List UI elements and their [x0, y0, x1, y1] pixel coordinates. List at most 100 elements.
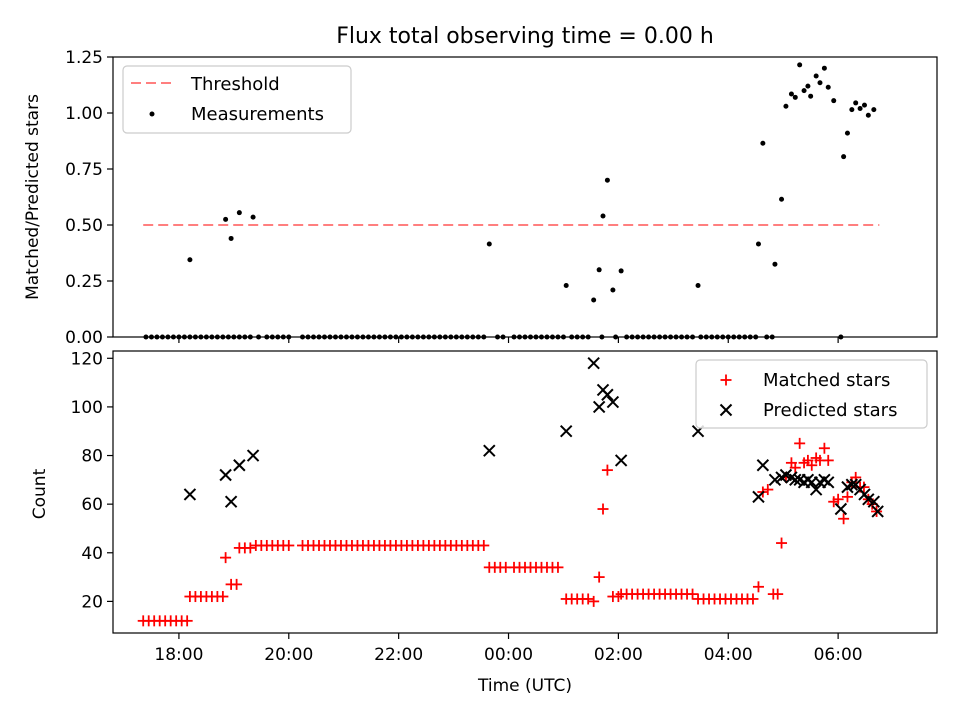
measurement-point	[604, 177, 610, 183]
ratio-x-ticks	[178, 337, 839, 343]
predicted-stars-marker	[246, 449, 260, 462]
measurement-point	[792, 94, 798, 100]
measurement-point	[600, 213, 606, 219]
count-x-tick-label: 04:00	[704, 645, 753, 665]
count-legend-box	[695, 359, 928, 429]
matched-stars-marker	[818, 442, 830, 454]
predicted-stars-marker	[183, 488, 197, 501]
predicted-stars-marker	[224, 495, 238, 508]
measurement-point	[228, 235, 234, 241]
matched-stars-marker	[794, 437, 806, 449]
measurement-point	[187, 257, 193, 263]
ratio-y-tick-label: 0.50	[65, 216, 103, 236]
predicted-stars-marker	[614, 454, 628, 467]
matched-stars-marker	[217, 591, 229, 603]
measurement-point	[563, 282, 569, 288]
ratio-y-tick-label: 1.25	[65, 48, 103, 68]
measurement-point	[618, 268, 624, 274]
measurement-point	[779, 196, 785, 202]
x-axis-label: Time (UTC)	[477, 676, 572, 696]
count-x-ticks: 18:00 20:00 22:00 00:00 02:00 04:00 06:00	[154, 633, 863, 665]
predicted-stars-marker	[834, 502, 848, 516]
matched-stars-marker	[687, 588, 699, 600]
matched-stars-marker	[752, 581, 764, 593]
predicted-stars-marker	[752, 490, 765, 504]
predicted-stars-marker	[483, 444, 496, 457]
count-x-tick-label: 18:00	[154, 645, 203, 665]
predicted-stars-marker	[867, 495, 881, 508]
threshold-legend-label: Threshold	[190, 74, 280, 95]
measurements-legend-swatch	[149, 111, 155, 117]
predicted-stars-marker	[233, 459, 246, 472]
measurements-legend-label: Measurements	[191, 104, 324, 125]
measurement-point	[695, 282, 701, 288]
predicted-stars-marker	[822, 476, 835, 489]
matched-stars-marker	[181, 615, 193, 627]
predicted-stars-marker	[559, 425, 573, 438]
matched-stars-marker	[593, 571, 605, 583]
matched-stars-marker	[832, 493, 844, 505]
matched-stars-marker	[762, 484, 774, 496]
measurement-point	[861, 102, 867, 108]
ratio-y-tick-label: 0.75	[65, 160, 103, 180]
matched-stars-marker	[220, 552, 232, 564]
predicted-stars-marker	[219, 468, 232, 482]
matched-stars-marker	[612, 591, 624, 603]
count-x-tick-label: 00:00	[484, 645, 533, 665]
matched-stars-marker	[244, 542, 256, 554]
matched-stars-marker	[772, 588, 784, 600]
ratio-y-ticks: 0.00 0.25 0.50 0.75 1.00 1.25	[65, 48, 113, 348]
count-x-tick-label: 02:00	[594, 645, 643, 665]
matched-stars-marker	[588, 595, 600, 607]
measurement-point	[857, 106, 863, 112]
predicted-stars-marker	[592, 400, 606, 414]
predicted-stars-marker	[809, 483, 823, 496]
ratio-y-tick-label: 0.00	[65, 328, 103, 348]
matched-stars-marker	[838, 513, 850, 525]
count-x-tick-label: 06:00	[814, 645, 863, 665]
measurement-point	[821, 65, 827, 71]
measurement-point	[844, 130, 850, 136]
count-legend: Matched stars Predicted stars	[695, 359, 928, 429]
measurement-point	[788, 91, 794, 97]
matched-stars-marker	[231, 578, 243, 590]
count-y-tick-label: 120	[71, 349, 103, 369]
measurement-point	[825, 84, 831, 90]
measurement-point	[865, 112, 871, 118]
ratio-plot-frame	[112, 56, 938, 338]
count-plot-frame	[112, 350, 938, 634]
measurement-point	[760, 140, 766, 146]
measurement-point	[223, 216, 229, 222]
measurement-point	[853, 100, 859, 106]
count-y-tick-label: 80	[81, 447, 103, 467]
matched-stars-marker	[858, 481, 870, 493]
measurement-point	[250, 214, 256, 220]
measurement-point	[797, 62, 803, 68]
measurement-point	[831, 98, 837, 104]
predicted-stars-marker	[606, 395, 620, 409]
ratio-y-tick-label: 1.00	[65, 104, 103, 124]
matched-stars-marker	[582, 593, 594, 605]
count-y-tick-label: 60	[81, 495, 103, 515]
ratio-y-axis-label: Matched/Predicted stars	[23, 94, 43, 300]
measurement-point	[596, 267, 602, 273]
predicted-stars-marker	[601, 388, 614, 401]
measurement-point	[805, 83, 811, 89]
matched-stars-marker	[478, 539, 490, 551]
measurement-point	[808, 93, 814, 99]
count-panel: 20 40 60 80 100 120 18:00 20:00 22:00 00:00 02:00…	[30, 349, 938, 696]
measurement-point	[841, 154, 847, 160]
matched-stars-marker	[552, 561, 564, 573]
measurement-point	[236, 210, 242, 216]
measurement-point	[486, 241, 492, 247]
count-x-tick-label: 22:00	[374, 645, 423, 665]
predicted-legend-swatch	[719, 403, 733, 417]
measurement-point	[849, 107, 855, 113]
count-x-tick-label: 20:00	[264, 645, 313, 665]
measurement-point	[755, 241, 761, 247]
ratio-panel: 0.00 0.25 0.50 0.75 1.00 1.25 Matched/Predict…	[23, 48, 938, 348]
ratio-legend: Threshold Measurements	[122, 65, 352, 134]
matched-stars-marker	[720, 374, 732, 386]
predicted-stars-marker	[719, 403, 733, 417]
measurement-point	[801, 88, 807, 94]
